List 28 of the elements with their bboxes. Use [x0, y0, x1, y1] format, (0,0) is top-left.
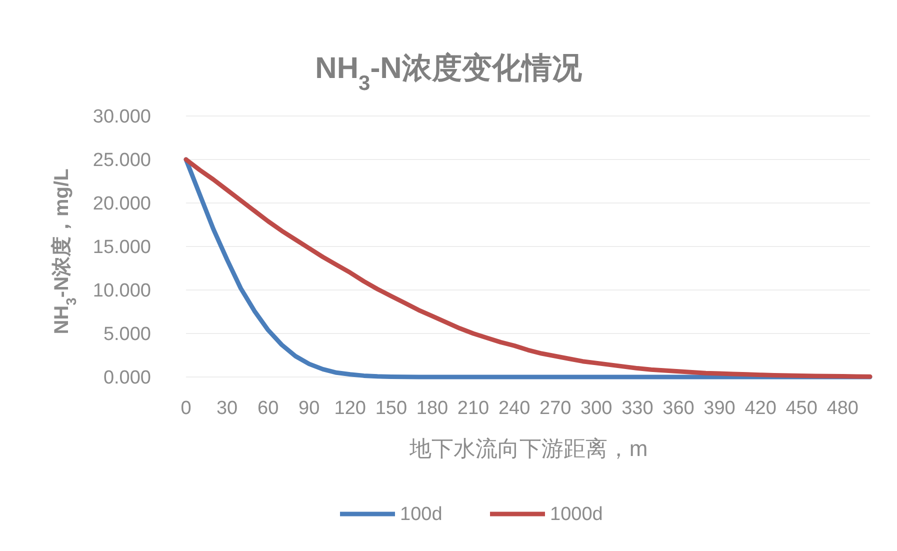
x-tick-label: 240 [498, 398, 530, 419]
x-tick-label: 90 [298, 398, 320, 419]
x-tick-label: 150 [375, 398, 408, 419]
x-tick-label: 270 [540, 398, 572, 419]
y-tick-label: 30.000 [92, 106, 151, 128]
y-tick-label: 25.000 [92, 150, 151, 172]
x-axis-title: 地下水流向下游距离，m [408, 436, 648, 461]
chart-title: NH$_{3}$-N浓度变化情况 [315, 51, 583, 94]
x-tick-label: 180 [416, 398, 448, 419]
x-tick-label: 300 [580, 398, 612, 419]
legend-label: 100d [400, 504, 442, 525]
y-tick-label: 15.000 [92, 237, 151, 258]
x-tick-label: 0 [180, 398, 192, 419]
y-tick-label: 0.000 [103, 368, 151, 389]
x-tick-label: 420 [744, 398, 776, 419]
x-tick-label: 120 [334, 398, 366, 419]
x-tick-label: 360 [662, 398, 694, 419]
legend-label: 1000d [550, 504, 603, 525]
x-tick-label: 450 [786, 398, 818, 419]
x-tick-label: 480 [826, 398, 858, 419]
x-tick-label: 210 [457, 398, 490, 419]
y-tick-label: 20.000 [92, 194, 151, 215]
y-tick-label: 10.000 [92, 280, 151, 302]
x-tick-label: 330 [622, 398, 654, 419]
y-tick-label: 5.000 [103, 324, 151, 346]
x-tick-label: 30 [216, 398, 238, 419]
x-tick-label: 390 [704, 398, 736, 419]
x-tick-label: 60 [258, 398, 279, 419]
